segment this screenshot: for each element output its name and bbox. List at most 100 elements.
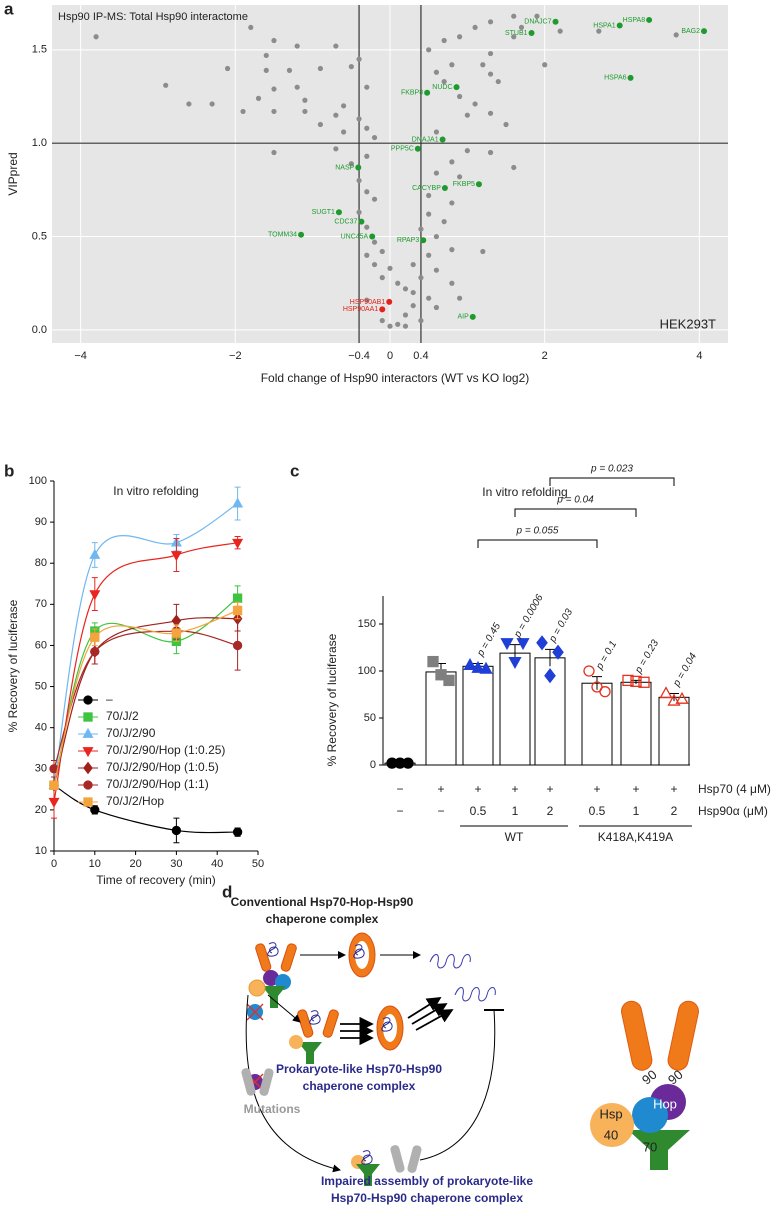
point xyxy=(163,82,169,88)
point xyxy=(480,62,486,68)
x-tick-label: 0 xyxy=(51,858,57,870)
legend-label: 70/J/2/90 xyxy=(106,726,156,740)
point xyxy=(503,121,509,128)
point xyxy=(552,18,559,25)
marker xyxy=(463,658,477,671)
point xyxy=(294,43,300,49)
x-tick-label: 2 xyxy=(542,350,548,362)
marker xyxy=(82,727,94,738)
point xyxy=(511,13,517,19)
point xyxy=(369,233,376,240)
marker xyxy=(471,660,485,673)
point xyxy=(333,43,339,49)
point xyxy=(340,103,347,109)
point-label: HSP90AB1 xyxy=(350,299,386,306)
point xyxy=(371,239,378,245)
row-value: − xyxy=(396,782,403,796)
marker xyxy=(232,497,244,508)
marker xyxy=(232,605,243,616)
folded-client xyxy=(454,987,496,1002)
p-value-label: p = 0.1 xyxy=(594,639,619,672)
point xyxy=(528,30,535,37)
bar xyxy=(658,696,690,766)
diagram-title: chaperone complex xyxy=(303,1079,416,1093)
closed-hsp90 xyxy=(348,932,376,978)
chart-title: In vitro refolding xyxy=(113,484,198,498)
marker xyxy=(232,827,243,837)
group-label: WT xyxy=(505,830,524,844)
point xyxy=(441,78,447,85)
point xyxy=(646,16,653,23)
point xyxy=(469,313,476,320)
y-tick-label: 150 xyxy=(358,618,376,630)
point xyxy=(356,209,362,215)
x-tick-label: 10 xyxy=(89,858,101,870)
row-value: + xyxy=(670,782,677,796)
marker xyxy=(638,676,650,688)
point xyxy=(480,248,486,255)
point xyxy=(379,248,385,255)
bar xyxy=(620,681,652,766)
point xyxy=(358,218,365,225)
point xyxy=(426,47,432,53)
marker xyxy=(49,780,59,790)
row-value: + xyxy=(474,782,481,796)
point xyxy=(457,295,463,301)
point xyxy=(453,84,460,91)
point xyxy=(298,231,305,238)
prokaryote-complex xyxy=(289,1005,404,1064)
point xyxy=(387,323,393,329)
point xyxy=(534,13,540,19)
conventional-complex xyxy=(248,942,298,1008)
mutations-label: Mutations xyxy=(244,1102,301,1116)
y-axis-label: % Recovery of luciferase xyxy=(6,599,20,732)
y-tick-label: 20 xyxy=(35,804,47,816)
marker xyxy=(536,635,548,651)
point xyxy=(379,306,386,313)
series-line xyxy=(53,630,238,769)
point xyxy=(248,24,254,31)
point xyxy=(317,121,323,128)
marker xyxy=(171,825,182,836)
y-tick-label: 10 xyxy=(35,845,47,857)
point xyxy=(371,261,378,268)
point xyxy=(348,161,354,167)
impaired-complex xyxy=(351,1150,380,1186)
point-label: STUB1 xyxy=(505,30,528,37)
marker xyxy=(232,538,244,549)
x-axis-label: Time of recovery (min) xyxy=(96,873,216,887)
point xyxy=(449,280,455,286)
point xyxy=(255,95,262,101)
point-label: FKBP8 xyxy=(401,90,423,97)
point xyxy=(433,267,440,273)
panel-label: b xyxy=(4,461,14,480)
point xyxy=(335,209,342,216)
point xyxy=(596,28,602,34)
bar xyxy=(499,652,531,766)
p-value-label: p = 0.03 xyxy=(547,607,575,645)
marker xyxy=(402,757,414,769)
series-line xyxy=(53,609,238,786)
diagram-title: chaperone complex xyxy=(266,912,379,926)
row-value: + xyxy=(511,782,518,796)
y-tick-label: 50 xyxy=(35,680,47,692)
point xyxy=(410,289,416,296)
marker xyxy=(544,668,556,684)
x-tick-label: 4 xyxy=(696,350,702,362)
x-tick-label: 30 xyxy=(170,858,182,870)
marker xyxy=(232,640,243,651)
point xyxy=(487,110,494,116)
point xyxy=(356,177,362,184)
hop-removed xyxy=(246,1003,264,1021)
legend-label: – xyxy=(106,692,113,706)
point-label: NUDC xyxy=(432,84,452,91)
point xyxy=(418,275,424,281)
point xyxy=(317,65,323,72)
marker xyxy=(427,655,439,668)
x-tick-label: −4 xyxy=(74,350,87,362)
point xyxy=(286,67,293,73)
point xyxy=(186,101,192,107)
marker xyxy=(508,656,522,669)
point xyxy=(518,24,525,31)
